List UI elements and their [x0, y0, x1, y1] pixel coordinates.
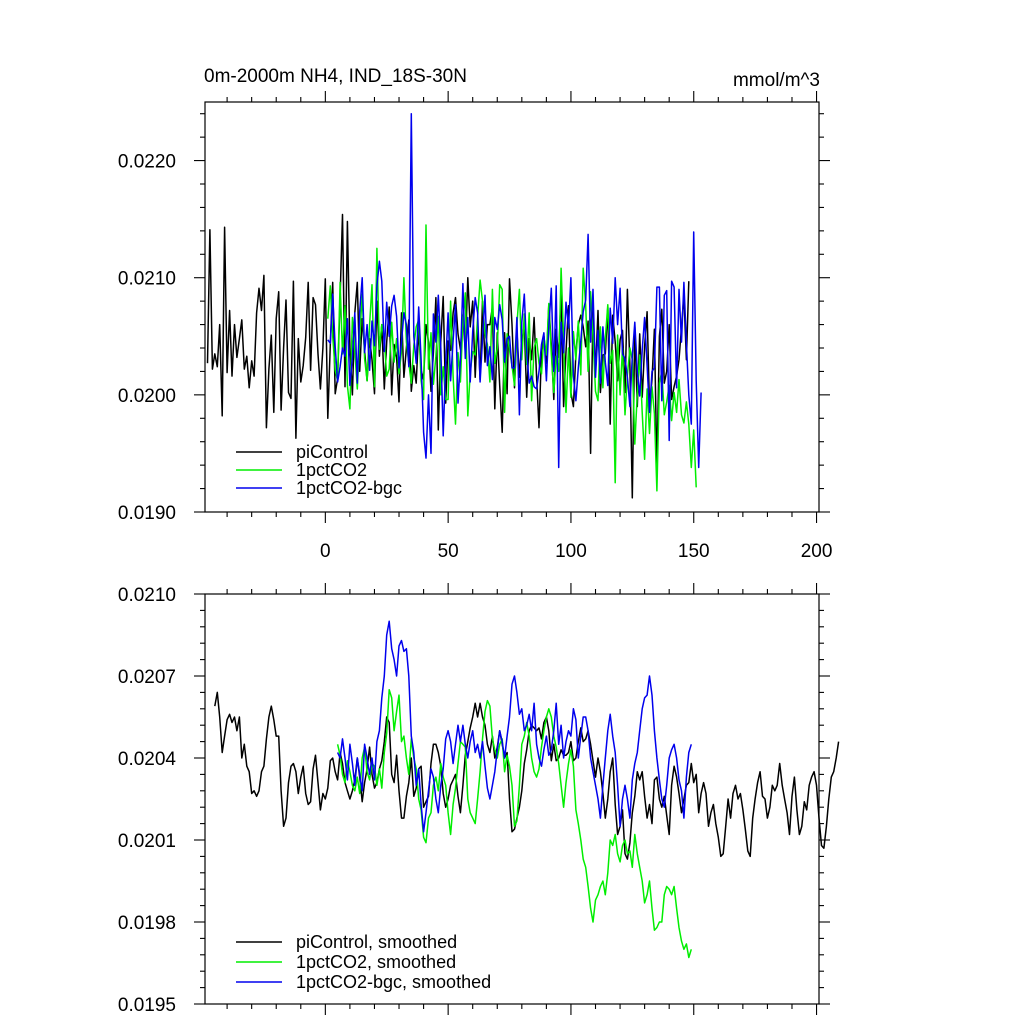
series-line-1pctco2-bgc: [327, 112, 702, 469]
y-tick-label: 0.0210: [118, 585, 176, 606]
top-panel-title: 0m-2000m NH4, IND_18S-30N: [204, 66, 467, 87]
legend-label: piControl: [296, 442, 368, 462]
y-tick-label: 0.0201: [118, 831, 176, 852]
x-tick-label: 100: [555, 541, 587, 562]
plot-frame: [204, 593, 820, 1005]
bottom-panel: 0.0195 0.0198 0.0201 0.0204 0.0207 0.0210 piCo…: [118, 583, 840, 1016]
x-tick-label: 0: [320, 541, 331, 562]
y-tick-label: 0.0190: [118, 503, 176, 524]
x-tick-label: 200: [801, 541, 833, 562]
legend-label: piControl, smoothed: [296, 932, 457, 952]
top-panel-units: mmol/m^3: [733, 70, 820, 91]
x-tick-label: 50: [438, 541, 459, 562]
y-tick-label: 0.0204: [118, 749, 177, 770]
y-tick-label: 0.0200: [118, 386, 176, 407]
legend-label: 1pctCO2: [296, 460, 367, 480]
legend-label: 1pctCO2-bgc: [296, 478, 402, 498]
legend-label: 1pctCO2, smoothed: [296, 952, 456, 972]
series-line-picontrol-smoothed: [214, 691, 840, 860]
top-panel: 0m-2000m NH4, IND_18S-30N mmol/m^3 0 50 10…: [118, 66, 833, 562]
y-tick-label: 0.0210: [118, 269, 176, 290]
plot-frame: [204, 101, 820, 513]
legend-label: 1pctCO2-bgc, smoothed: [296, 972, 491, 992]
y-tick-label: 0.0195: [118, 995, 176, 1016]
y-tick-label: 0.0220: [118, 152, 176, 173]
y-tick-label: 0.0207: [118, 667, 176, 688]
series-line-1pctco2-bgc-smoothed: [336, 620, 693, 833]
series-line-1pctco2-smoothed: [336, 688, 693, 959]
x-tick-label: 150: [678, 541, 710, 562]
y-tick-label: 0.0198: [118, 913, 176, 934]
